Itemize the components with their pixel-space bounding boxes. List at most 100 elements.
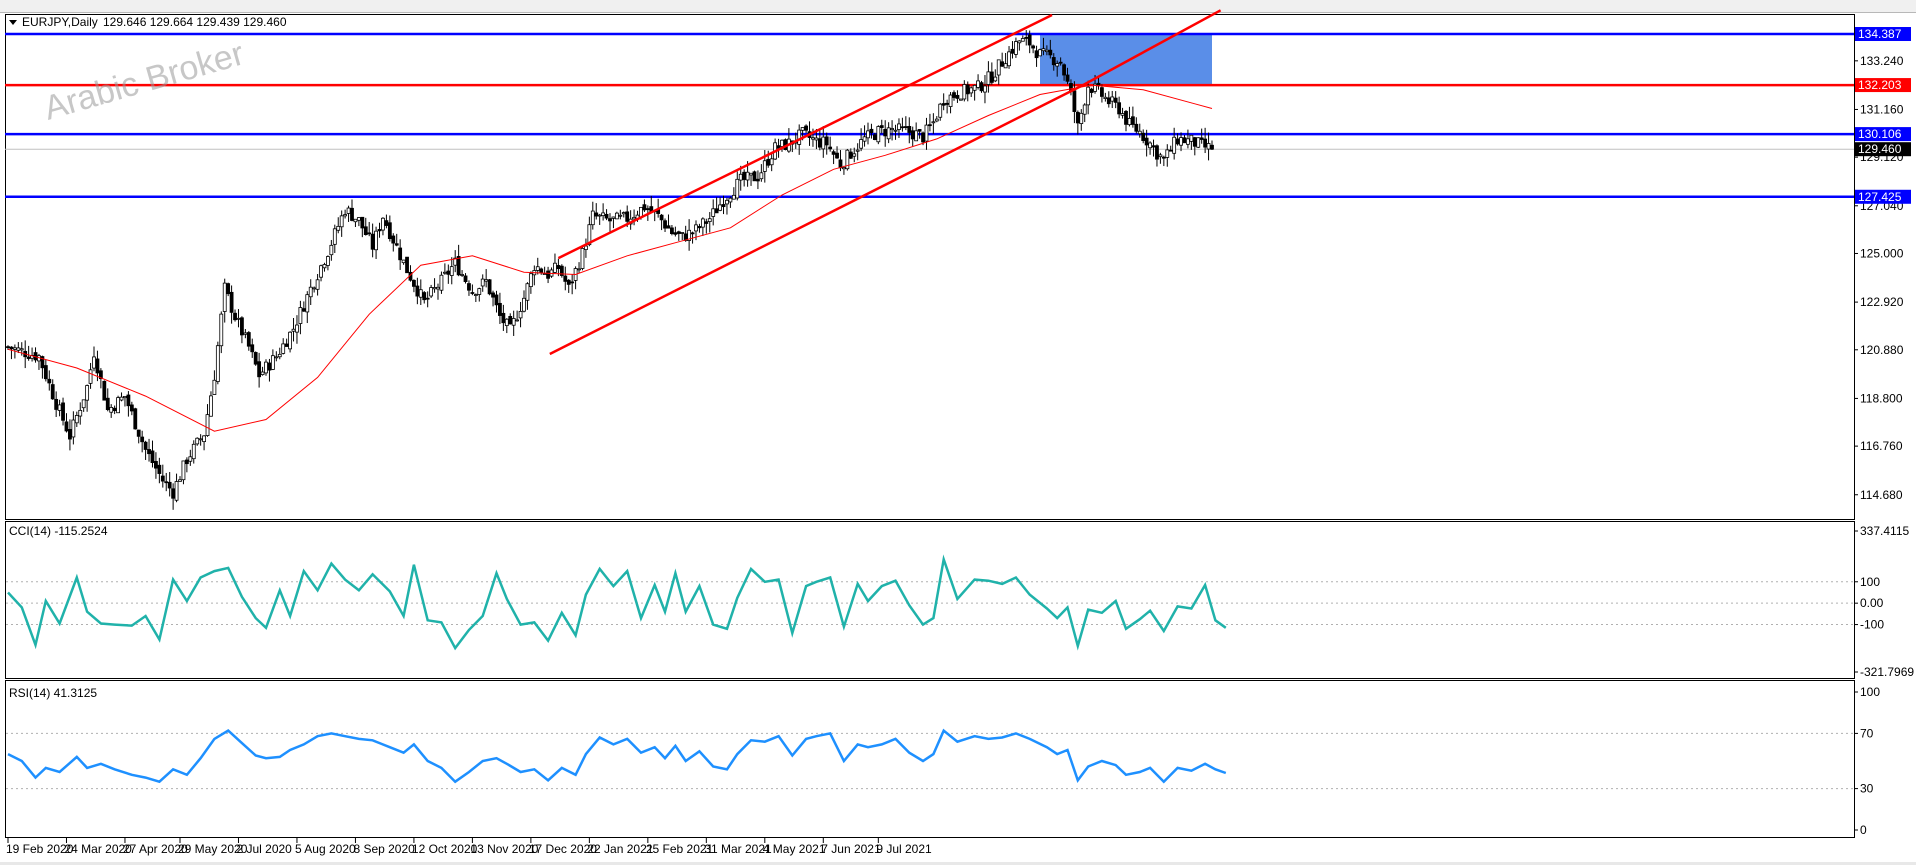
candle xyxy=(769,152,774,172)
candle xyxy=(415,277,420,305)
candle xyxy=(453,250,458,273)
candle xyxy=(470,284,475,296)
level-tag-3-bg xyxy=(1855,189,1911,204)
candle xyxy=(563,266,568,291)
candle xyxy=(869,123,874,139)
candle xyxy=(938,102,943,121)
candle xyxy=(577,262,581,274)
candle xyxy=(1024,30,1029,46)
candle xyxy=(1168,145,1173,152)
candle xyxy=(219,311,224,354)
candle xyxy=(350,199,354,222)
candle xyxy=(16,342,21,354)
time-tick-label: 4 May 2021 xyxy=(763,842,826,856)
cci-pane[interactable] xyxy=(6,554,1854,651)
candle xyxy=(133,407,138,430)
candle xyxy=(1079,109,1084,131)
candle xyxy=(700,217,705,236)
candle xyxy=(1027,30,1032,54)
candle xyxy=(566,279,571,293)
candle xyxy=(432,278,437,293)
candle xyxy=(449,257,454,285)
candle xyxy=(374,226,378,259)
candle xyxy=(979,80,984,93)
candle xyxy=(986,61,991,93)
candle xyxy=(68,419,72,451)
candle xyxy=(1199,128,1204,144)
candle xyxy=(1210,140,1214,151)
candle xyxy=(301,301,306,312)
candle xyxy=(222,278,227,323)
cci-line xyxy=(7,554,1227,651)
candle xyxy=(1161,155,1166,167)
candle xyxy=(305,291,310,324)
candle xyxy=(704,218,709,234)
candle xyxy=(243,329,248,339)
candle xyxy=(735,171,740,201)
time-tick-label: 9 Jul 2021 xyxy=(876,842,932,856)
candle xyxy=(780,139,784,152)
candle xyxy=(484,269,489,288)
candle xyxy=(948,92,953,114)
candle xyxy=(989,62,994,85)
price-pane[interactable] xyxy=(5,9,1854,510)
candle xyxy=(360,216,365,238)
price-channel[interactable] xyxy=(549,9,1222,356)
candle xyxy=(353,218,358,227)
candle xyxy=(129,401,134,416)
channel-lower-line[interactable] xyxy=(549,9,1222,356)
level-tag-3: 127.425 xyxy=(1858,190,1902,204)
candle xyxy=(1124,109,1128,132)
level-tag-1: 132.203 xyxy=(1858,78,1902,92)
candle xyxy=(1117,96,1122,119)
candle xyxy=(92,346,96,372)
candle xyxy=(78,402,83,425)
candle xyxy=(515,310,520,322)
candle xyxy=(1007,46,1011,69)
indicator-tick-label: 30 xyxy=(1860,782,1874,796)
rsi-pane[interactable] xyxy=(6,728,1854,790)
candle xyxy=(714,197,719,214)
candle xyxy=(112,405,117,415)
candle xyxy=(164,472,169,492)
triangle-down-icon[interactable] xyxy=(9,20,17,25)
candle xyxy=(859,128,864,152)
candle xyxy=(291,318,296,342)
candle xyxy=(195,437,200,446)
candle xyxy=(907,117,912,144)
price-level-tags: 134.387 132.203 130.106 127.425 129.460 xyxy=(1855,27,1911,204)
candle xyxy=(903,116,908,131)
candle xyxy=(518,301,523,328)
candle xyxy=(326,255,330,271)
candle xyxy=(996,59,1001,85)
candle xyxy=(377,222,382,238)
candle xyxy=(336,217,341,234)
candle xyxy=(1038,48,1042,57)
candle xyxy=(394,233,399,247)
candle xyxy=(319,264,323,282)
candle xyxy=(742,169,747,187)
price-tick-label: 114.680 xyxy=(1860,488,1903,502)
candle xyxy=(198,434,203,446)
horizontal-levels[interactable] xyxy=(5,32,1854,199)
candle xyxy=(718,197,722,212)
candle xyxy=(965,81,970,102)
candle xyxy=(494,290,499,313)
candle xyxy=(952,90,956,101)
channel-upper-line[interactable] xyxy=(557,13,1053,260)
indicator-tick-label: 100 xyxy=(1860,575,1880,589)
candle xyxy=(102,380,107,401)
candle xyxy=(154,452,158,479)
candle xyxy=(1148,141,1152,155)
candle xyxy=(900,117,905,132)
candle xyxy=(821,126,826,158)
indicator-tick-label: 337.4115 xyxy=(1860,524,1909,538)
candle xyxy=(312,286,317,293)
candle xyxy=(1141,129,1146,144)
candle xyxy=(157,457,162,484)
candle xyxy=(356,217,361,227)
candle xyxy=(1014,37,1018,58)
candle xyxy=(346,205,351,222)
